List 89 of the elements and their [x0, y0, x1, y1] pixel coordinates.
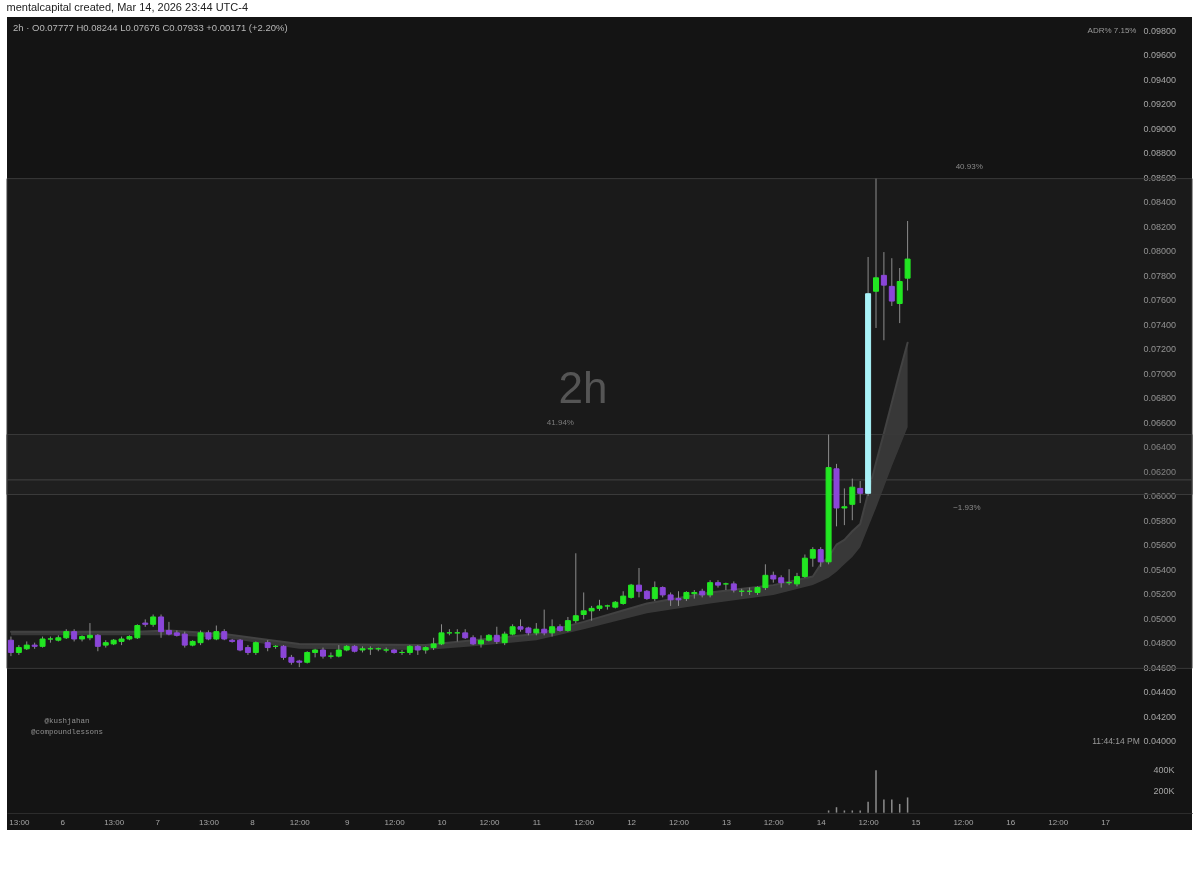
- band-label: −1.93%: [953, 502, 981, 512]
- band-label: 41.94%: [546, 417, 574, 427]
- y-tick-label: 0.06000: [1143, 491, 1177, 502]
- x-tick-label: 11: [532, 817, 542, 827]
- y-tick-label: 0.08200: [1143, 221, 1177, 232]
- x-tick-label: 12: [627, 817, 637, 827]
- y-tick-label: 0.07400: [1143, 319, 1177, 330]
- y-tick-label: 0.05400: [1143, 564, 1177, 575]
- y-tick-label: 0.07600: [1143, 295, 1177, 306]
- x-tick-label: 6: [60, 817, 66, 827]
- y-tick-label: 0.09800: [1143, 25, 1177, 36]
- y-tick-label: 0.05600: [1143, 540, 1177, 551]
- y2-tick-label: 200K: [1153, 786, 1175, 797]
- candlestick: [880, 251, 887, 341]
- annotation: 2h: [558, 363, 608, 412]
- y-tick-label: 0.05200: [1143, 589, 1177, 600]
- candlestick: [165, 621, 172, 636]
- band-label: 40.93%: [955, 161, 983, 171]
- y-tick-label: 0.06600: [1143, 417, 1177, 428]
- candlestick: [809, 546, 816, 568]
- x-tick-label: 12:00: [479, 817, 500, 827]
- x-tick-label: 13:00: [104, 817, 125, 827]
- x-tick-label: 14: [816, 817, 827, 827]
- y-tick-label: 0.09600: [1143, 50, 1177, 61]
- x-tick-label: 12:00: [953, 817, 974, 827]
- candlestick: [715, 579, 721, 589]
- y-tick-label: 0.08800: [1143, 148, 1177, 159]
- y-tick-label: 0.08400: [1143, 197, 1177, 208]
- candlestick: [478, 634, 484, 649]
- y-tick-label: 0.08000: [1143, 246, 1177, 257]
- candlestick: [849, 478, 856, 521]
- x-tick-label: 12:00: [858, 817, 880, 827]
- x-tick-label: 15: [911, 817, 921, 827]
- y-tick-label: 0.04800: [1143, 638, 1177, 649]
- x-tick-label: 8: [250, 817, 256, 827]
- y-tick-label: 0.07200: [1143, 344, 1177, 355]
- candlestick: [636, 567, 642, 598]
- x-tick-label: 9: [344, 817, 350, 827]
- x-tick-label: 12:00: [668, 817, 690, 827]
- y-tick-label: 0.04200: [1143, 711, 1177, 722]
- x-tick-label: 12:00: [574, 817, 595, 827]
- y-tick-label: 0.07000: [1143, 368, 1177, 379]
- y-tick-label: 0.04400: [1143, 687, 1177, 698]
- chart-title: mentalcapital created, Mar 14, 2026 23:44 UTC-4: [6, 1, 249, 13]
- candlestick: [173, 629, 180, 638]
- y2-tick-label: 400K: [1153, 764, 1175, 775]
- y-tick-label: 0.04000: [1143, 736, 1177, 747]
- x-tick-label: 12:00: [763, 817, 785, 827]
- candlestick: [873, 178, 879, 329]
- x-tick-label: 13:00: [198, 817, 220, 827]
- y-tick-label: 0.07800: [1143, 270, 1177, 281]
- x-tick-label: 13: [721, 817, 732, 827]
- x-tick-label: 17: [1101, 817, 1111, 827]
- y-tick-label: 0.04600: [1143, 662, 1177, 673]
- candlestick: [896, 267, 903, 324]
- candlestick: [857, 480, 864, 504]
- y-tick-label: 0.06200: [1143, 466, 1177, 477]
- candlestick: [541, 609, 548, 636]
- annotation: ADR% 7.15%: [1087, 26, 1137, 35]
- y-tick-label: 0.05000: [1143, 613, 1177, 624]
- text: 2h · O0.07777 H0.08244 L0.07676 C0.07933 +0.00171 (+2.20%): [13, 22, 288, 33]
- candlestick: [817, 546, 824, 568]
- y-tick-label: 0.06800: [1143, 393, 1177, 404]
- x-tick-label: 12:00: [289, 817, 311, 827]
- candlestick: [651, 580, 658, 602]
- y-tick-label: 0.05800: [1143, 515, 1177, 526]
- x-tick-label: 12:00: [384, 817, 406, 827]
- x-tick-label: 7: [155, 817, 161, 827]
- candlestick: [572, 552, 579, 624]
- candlestick: [549, 618, 556, 638]
- candlestick: [7, 636, 14, 657]
- x-tick-label: 12:00: [1048, 817, 1069, 827]
- candlestick: [327, 651, 334, 660]
- candlestick: [801, 554, 808, 579]
- y-tick-label: 0.09400: [1143, 74, 1177, 85]
- candlestick: [904, 220, 911, 292]
- y-tick-label: 0.09000: [1143, 123, 1177, 134]
- candlestick: [888, 257, 895, 307]
- annotation: 11:44:14 PM: [1092, 736, 1140, 746]
- y-tick-label: 0.06400: [1143, 442, 1177, 453]
- candlestick: [841, 487, 848, 526]
- x-tick-label: 10: [437, 817, 447, 827]
- candlestick: [158, 614, 165, 639]
- x-tick-label: 16: [1006, 817, 1016, 827]
- y-tick-label: 0.09200: [1143, 99, 1177, 110]
- candlestick: [722, 582, 729, 591]
- y-tick-label: 0.08600: [1143, 172, 1177, 183]
- candlestick: [86, 622, 93, 641]
- x-tick-label: 13:00: [9, 817, 30, 827]
